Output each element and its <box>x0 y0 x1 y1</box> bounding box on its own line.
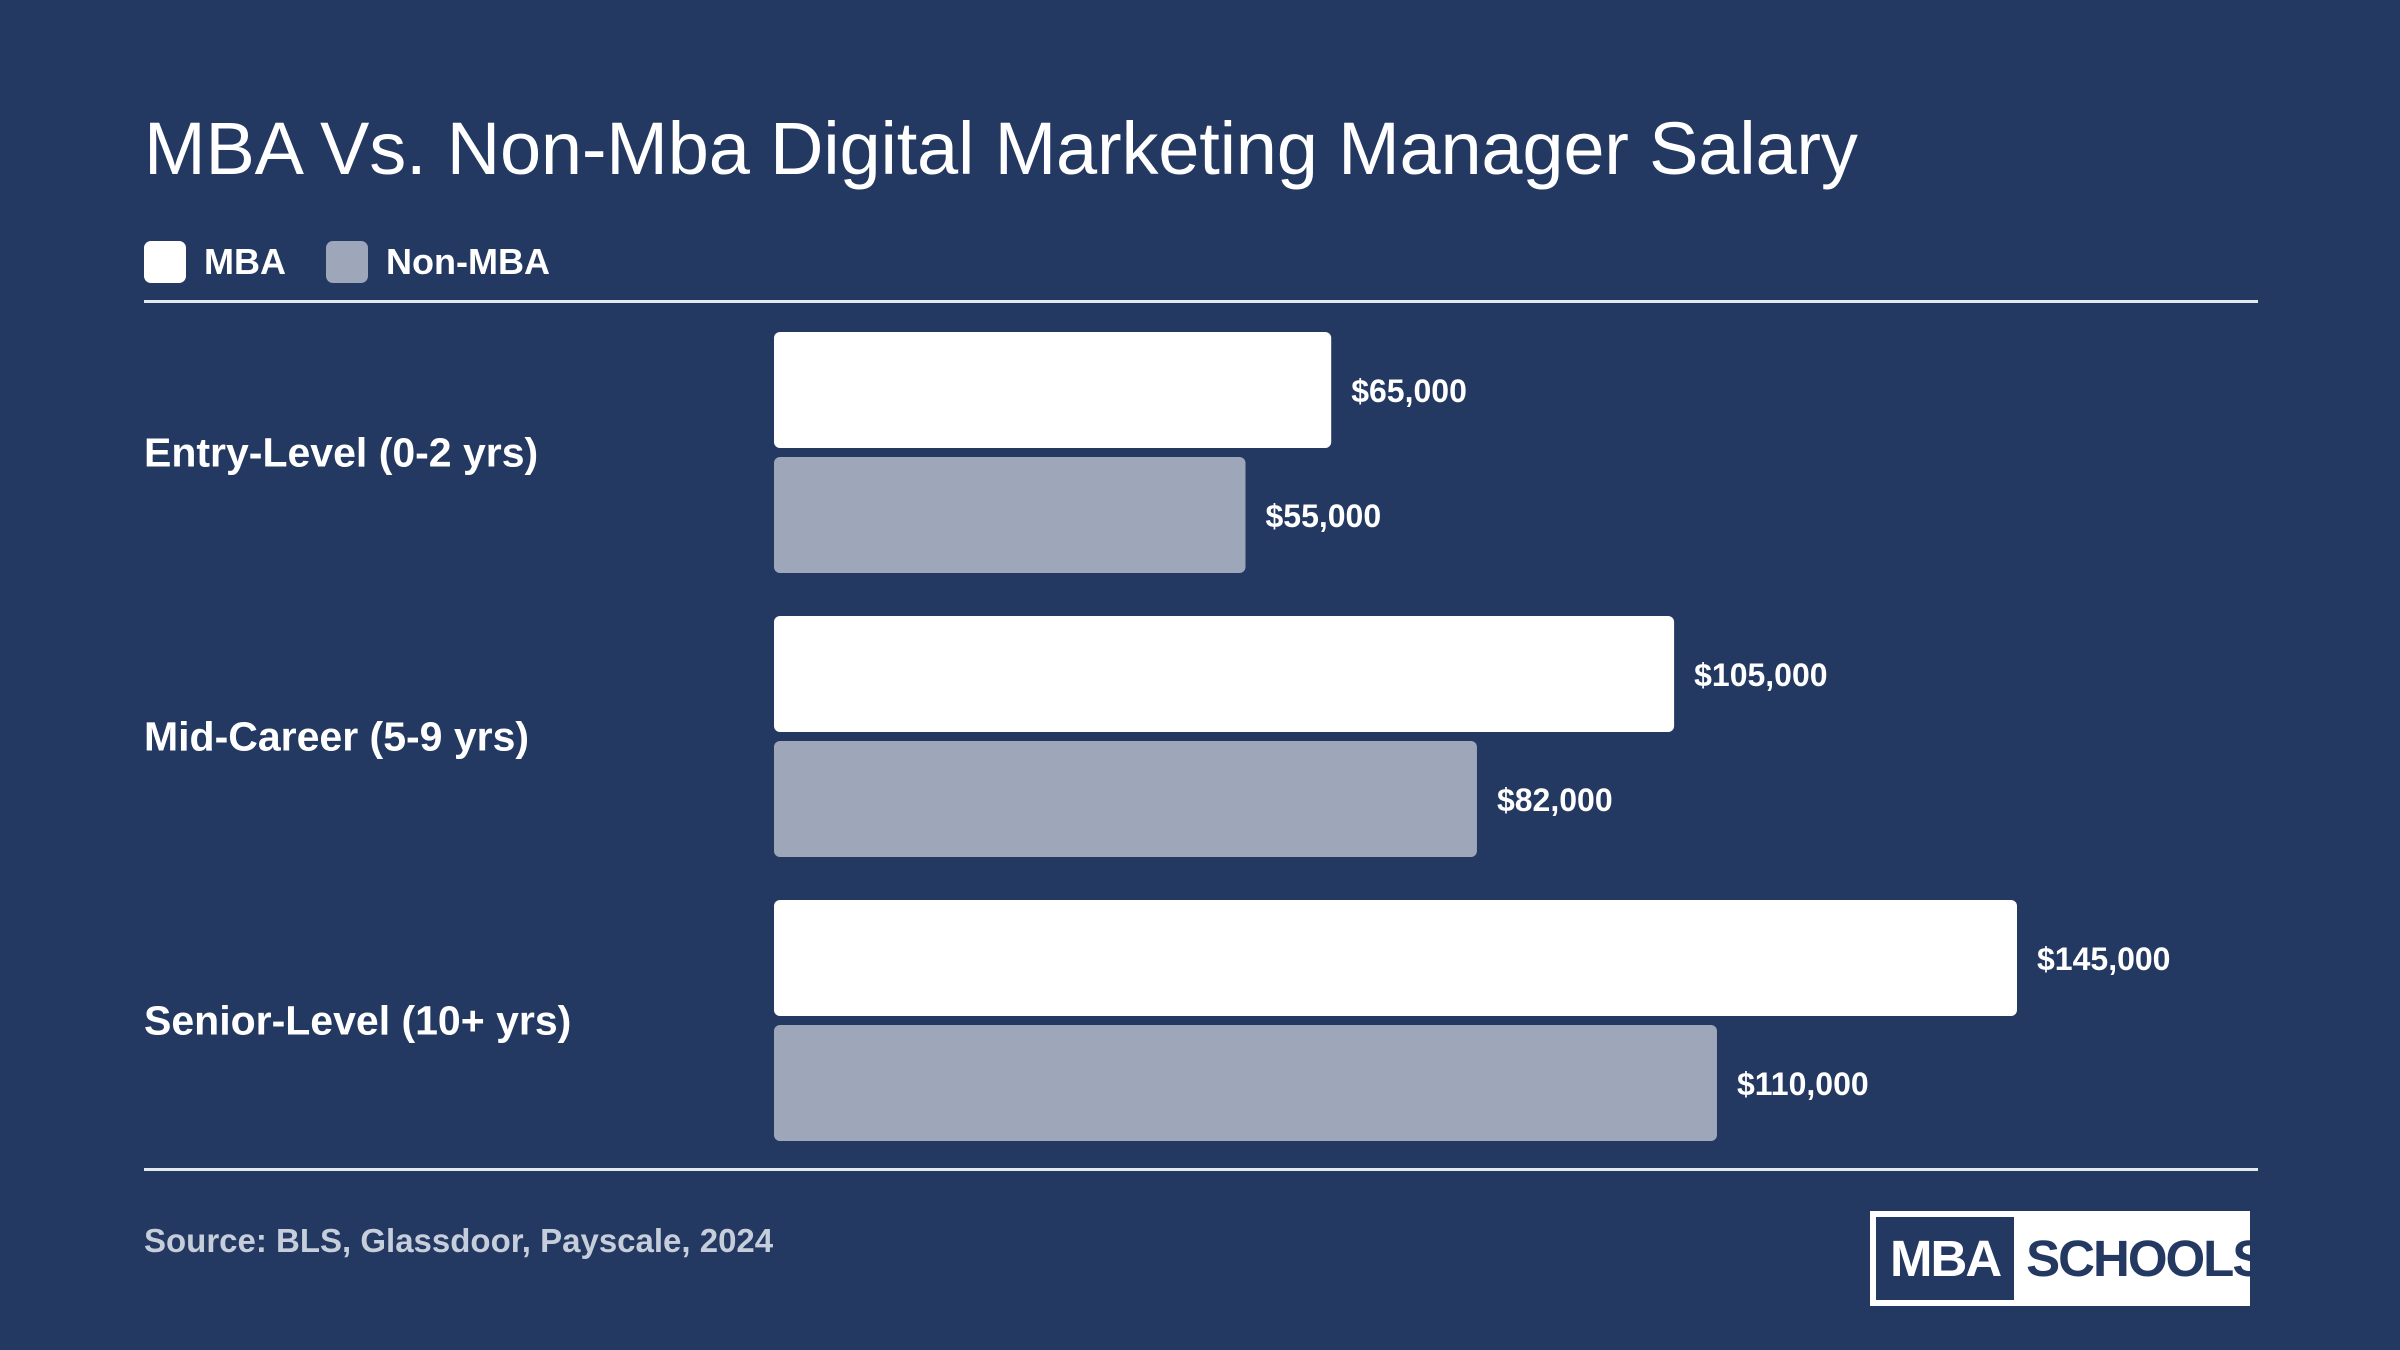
bar-mba-entry-level-0-2-yrs <box>774 332 1332 448</box>
logo-schools-text: SCHOOLS <box>2026 1230 2266 1287</box>
legend-item-mba: MBA <box>144 241 286 283</box>
data-label-mba-senior-level-10-yrs: $145,000 <box>2037 941 2170 977</box>
data-label-non-mba-senior-level-10-yrs: $110,000 <box>1737 1066 1869 1102</box>
legend-item-non-mba: Non-MBA <box>325 241 550 283</box>
bar-non-mba-mid-career-5-9-yrs <box>774 741 1477 857</box>
category-label-mid-career-5-9-yrs: Mid-Career (5-9 yrs) <box>144 714 529 760</box>
chart-legend: MBA Non-MBA <box>144 240 590 284</box>
bar-mba-mid-career-5-9-yrs <box>774 616 1675 732</box>
category-label-senior-level-10-yrs: Senior-Level (10+ yrs) <box>144 998 571 1044</box>
bar-mba-senior-level-10-yrs <box>774 900 2017 1016</box>
bar-non-mba-entry-level-0-2-yrs <box>774 457 1246 573</box>
legend-label-mba: MBA <box>204 241 286 282</box>
logo-mba-text: MBA <box>1876 1217 2015 1300</box>
top-divider <box>144 300 2258 303</box>
legend-swatch-non-mba <box>325 241 368 283</box>
data-label-non-mba-entry-level-0-2-yrs: $55,000 <box>1265 498 1381 534</box>
data-label-mba-mid-career-5-9-yrs: $105,000 <box>1694 657 1827 693</box>
data-label-non-mba-mid-career-5-9-yrs: $82,000 <box>1497 782 1613 818</box>
bar-non-mba-senior-level-10-yrs <box>774 1025 1717 1141</box>
bottom-divider <box>144 1168 2258 1171</box>
legend-label-non-mba: Non-MBA <box>385 241 550 282</box>
chart-title: MBA Vs. Non-Mba Digital Marketing Manage… <box>144 107 1858 190</box>
source-note: Source: BLS, Glassdoor, Payscale, 2024 <box>144 1222 774 1259</box>
legend-swatch-mba <box>144 241 186 283</box>
category-label-entry-level-0-2-yrs: Entry-Level (0-2 yrs) <box>144 430 538 476</box>
data-label-mba-entry-level-0-2-yrs: $65,000 <box>1351 373 1467 409</box>
mba-schools-logo: MBA SCHOOLS <box>1870 1211 2266 1306</box>
